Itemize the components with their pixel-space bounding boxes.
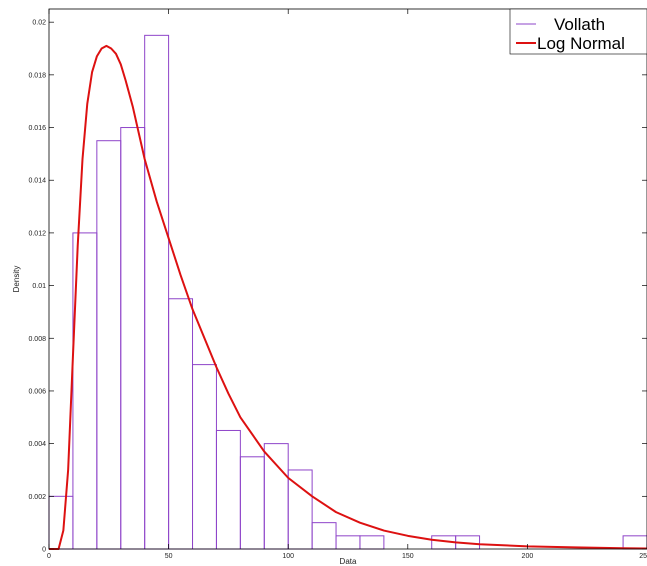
x-axis-label: Data bbox=[340, 557, 357, 566]
lognormal-curve-group bbox=[49, 44, 647, 550]
histogram-bar bbox=[239, 456, 265, 550]
histogram-bar bbox=[96, 140, 122, 550]
histogram-bar bbox=[622, 535, 647, 550]
y-tick-label: 0.008 bbox=[28, 336, 46, 343]
y-tick-label: 0.006 bbox=[28, 388, 46, 395]
histogram-bar bbox=[311, 522, 337, 550]
y-axis-label: Density bbox=[12, 266, 21, 293]
legend-label-vollath: Vollath bbox=[554, 15, 605, 34]
histogram-bar bbox=[215, 429, 241, 550]
histogram-bar bbox=[192, 364, 217, 550]
lognormal-curve bbox=[49, 44, 647, 550]
x-tick-label: 200 bbox=[522, 553, 534, 560]
histogram-bars bbox=[48, 34, 647, 550]
y-tick-label: 0.002 bbox=[28, 494, 46, 501]
x-axis-ticks: 0 50 100 150 200 25 bbox=[47, 9, 647, 560]
x-tick-label: 150 bbox=[402, 553, 414, 560]
y-tick-label: 0 bbox=[42, 547, 46, 554]
y-axis-ticks: 0 0.002 0.004 0.006 0.008 0.01 0.012 0.014 0.016… bbox=[28, 20, 647, 554]
legend-label-lognormal: Log Normal bbox=[537, 34, 625, 53]
histogram-bar bbox=[144, 34, 170, 550]
x-tick-label: 25 bbox=[639, 553, 647, 560]
y-tick-label: 0.014 bbox=[28, 178, 46, 185]
histogram-bar bbox=[168, 298, 194, 550]
y-tick-label: 0.018 bbox=[28, 72, 46, 79]
x-tick-label: 50 bbox=[165, 553, 173, 560]
y-tick-label: 0.01 bbox=[32, 283, 46, 290]
y-tick-label: 0.012 bbox=[28, 230, 46, 237]
histogram-bar bbox=[335, 535, 361, 550]
histogram-bar bbox=[359, 535, 385, 550]
y-tick-label: 0.02 bbox=[32, 20, 46, 27]
x-tick-label: 100 bbox=[282, 553, 294, 560]
y-tick-label: 0.004 bbox=[28, 441, 46, 448]
legend: Vollath Log Normal bbox=[509, 8, 647, 55]
x-tick-label: 0 bbox=[47, 553, 51, 560]
plot-frame bbox=[48, 8, 647, 550]
histogram-bar bbox=[120, 127, 146, 550]
histogram-bar bbox=[263, 443, 289, 550]
legend-box bbox=[509, 8, 647, 55]
y-tick-label: 0.016 bbox=[28, 125, 46, 132]
